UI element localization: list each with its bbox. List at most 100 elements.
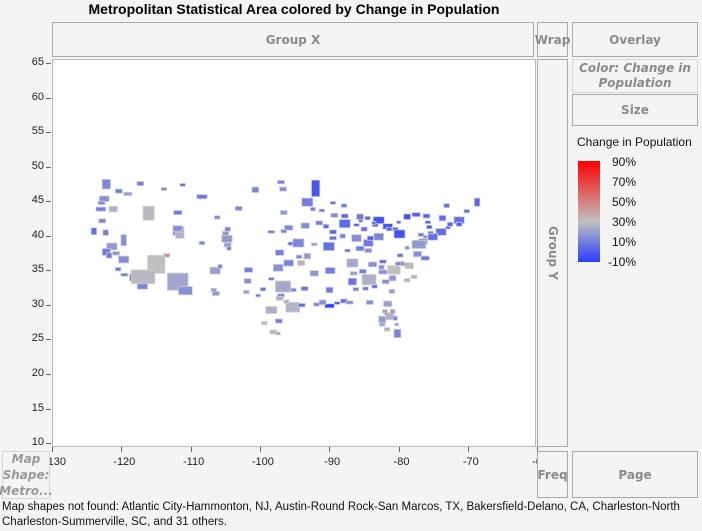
msa-region[interactable]	[268, 277, 275, 281]
msa-region[interactable]	[275, 331, 281, 336]
freq-dropzone[interactable]: Freq	[537, 451, 568, 498]
msa-region[interactable]	[285, 301, 301, 313]
msa-region[interactable]	[224, 226, 231, 232]
overlay-dropzone[interactable]: Overlay	[572, 22, 698, 57]
msa-region[interactable]	[295, 254, 303, 259]
map-plot-area[interactable]	[52, 59, 536, 447]
map-shape-dropzone[interactable]: Map Shape: Metro...	[0, 451, 53, 499]
msa-region[interactable]	[123, 191, 133, 197]
msa-region[interactable]	[272, 263, 284, 272]
msa-region[interactable]	[339, 233, 346, 239]
msa-region[interactable]	[120, 234, 127, 247]
msa-region[interactable]	[379, 259, 387, 264]
msa-region[interactable]	[97, 200, 106, 206]
msa-region[interactable]	[98, 218, 107, 224]
msa-region[interactable]	[347, 277, 357, 286]
group-y-dropzone[interactable]: Group Y	[537, 59, 568, 447]
msa-region[interactable]	[378, 269, 388, 275]
msa-region[interactable]	[315, 220, 323, 226]
msa-region[interactable]	[352, 287, 360, 292]
msa-region[interactable]	[318, 208, 326, 213]
msa-region[interactable]	[279, 186, 287, 192]
msa-region[interactable]	[394, 322, 400, 327]
msa-region[interactable]	[147, 255, 166, 274]
msa-region[interactable]	[403, 278, 411, 283]
msa-region[interactable]	[196, 194, 208, 200]
msa-region[interactable]	[361, 274, 377, 286]
msa-region[interactable]	[325, 286, 334, 294]
msa-region[interactable]	[346, 258, 359, 268]
msa-region[interactable]	[427, 230, 434, 235]
msa-region[interactable]	[372, 216, 385, 225]
msa-region[interactable]	[318, 299, 327, 306]
msa-region[interactable]	[99, 195, 110, 202]
msa-region[interactable]	[179, 183, 186, 187]
msa-region[interactable]	[114, 267, 122, 272]
msa-region[interactable]	[403, 213, 411, 220]
msa-region[interactable]	[265, 306, 278, 314]
msa-region[interactable]	[435, 228, 447, 236]
msa-region[interactable]	[355, 245, 365, 252]
msa-region[interactable]	[275, 318, 283, 324]
msa-region[interactable]	[445, 225, 451, 230]
msa-region[interactable]	[371, 221, 377, 225]
msa-region[interactable]	[411, 212, 421, 218]
msa-region[interactable]	[309, 270, 319, 277]
msa-region[interactable]	[324, 303, 335, 309]
msa-region[interactable]	[378, 315, 387, 324]
msa-region[interactable]	[101, 178, 111, 190]
msa-region[interactable]	[226, 246, 232, 251]
msa-region[interactable]	[118, 255, 130, 264]
msa-region[interactable]	[329, 201, 337, 205]
msa-region[interactable]	[283, 259, 294, 267]
msa-region[interactable]	[362, 286, 369, 291]
msa-region[interactable]	[351, 234, 362, 242]
msa-region[interactable]	[120, 272, 129, 277]
msa-region[interactable]	[322, 223, 330, 229]
msa-region[interactable]	[198, 240, 206, 246]
msa-region[interactable]	[373, 232, 384, 241]
msa-region[interactable]	[393, 328, 402, 339]
msa-region[interactable]	[364, 248, 373, 254]
msa-region[interactable]	[284, 224, 294, 231]
msa-region[interactable]	[383, 300, 393, 307]
msa-region[interactable]	[173, 210, 183, 216]
msa-region[interactable]	[283, 299, 290, 304]
msa-region[interactable]	[424, 220, 432, 225]
msa-region[interactable]	[385, 227, 393, 232]
msa-region[interactable]	[255, 293, 261, 298]
msa-region[interactable]	[251, 186, 260, 193]
msa-region[interactable]	[221, 234, 233, 243]
msa-region[interactable]	[310, 206, 316, 212]
msa-region[interactable]	[114, 188, 123, 194]
msa-region[interactable]	[166, 272, 189, 291]
msa-region[interactable]	[340, 213, 349, 219]
msa-region[interactable]	[301, 197, 314, 207]
msa-region[interactable]	[142, 205, 155, 221]
msa-region[interactable]	[243, 289, 250, 295]
msa-region[interactable]	[443, 203, 450, 209]
msa-region[interactable]	[136, 283, 148, 290]
msa-region[interactable]	[275, 280, 292, 293]
msa-region[interactable]	[279, 210, 288, 216]
msa-region[interactable]	[300, 286, 309, 292]
msa-region[interactable]	[344, 248, 351, 253]
msa-region[interactable]	[172, 225, 183, 232]
msa-region[interactable]	[329, 236, 337, 241]
msa-region[interactable]	[422, 213, 431, 219]
group-x-dropzone[interactable]: Group X	[52, 22, 534, 57]
msa-region[interactable]	[130, 269, 156, 285]
msa-region[interactable]	[292, 238, 305, 248]
msa-region[interactable]	[356, 213, 364, 220]
msa-region[interactable]	[394, 261, 402, 266]
msa-region[interactable]	[297, 260, 305, 266]
msa-region[interactable]	[175, 232, 185, 239]
msa-region[interactable]	[438, 214, 447, 222]
color-dropzone[interactable]: Color: Change in Population	[572, 59, 698, 93]
msa-region[interactable]	[280, 229, 287, 234]
msa-region[interactable]	[378, 264, 385, 270]
msa-region[interactable]	[338, 219, 351, 229]
msa-region[interactable]	[340, 203, 348, 208]
msa-region[interactable]	[365, 299, 374, 305]
msa-region[interactable]	[313, 302, 320, 307]
